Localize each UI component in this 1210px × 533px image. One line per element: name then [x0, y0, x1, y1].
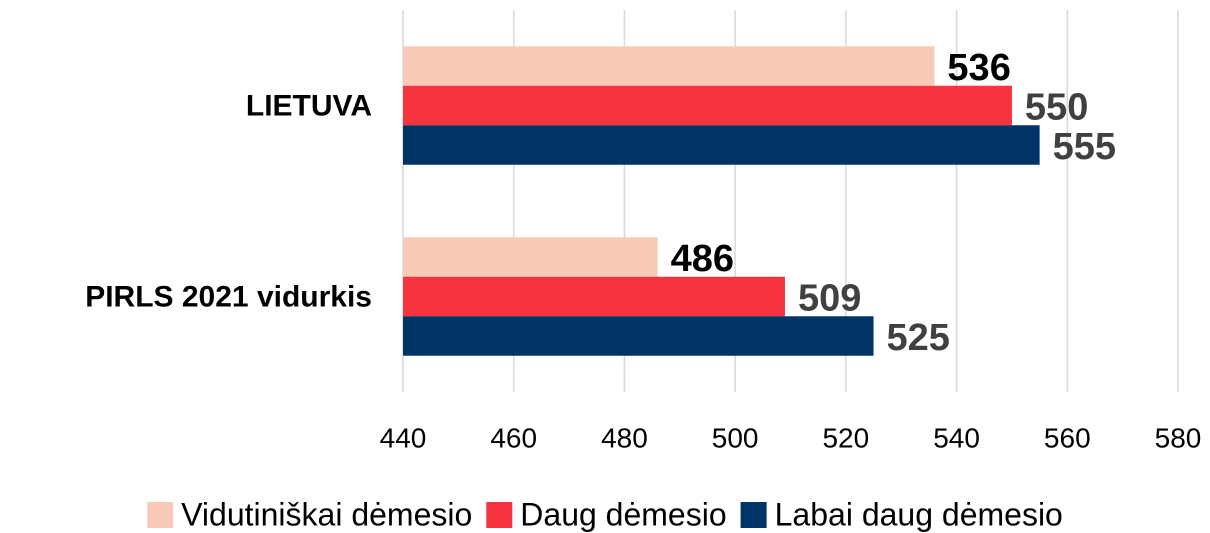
bar — [403, 237, 658, 277]
category-label: PIRLS 2021 vidurkis — [85, 280, 372, 313]
x-tick-label: 440 — [380, 422, 427, 453]
bar — [403, 85, 1012, 126]
value-label: 486 — [671, 238, 734, 280]
x-tick-label: 480 — [601, 422, 648, 453]
value-label: 555 — [1053, 126, 1116, 168]
bar — [403, 125, 1040, 165]
category-label: LIETUVA — [246, 89, 372, 122]
legend-label: Vidutiniškai dėmesio — [181, 496, 472, 532]
legend-label: Daug dėmesio — [520, 496, 726, 532]
value-label: 509 — [798, 278, 861, 320]
value-label: 550 — [1025, 87, 1088, 129]
value-label: 525 — [887, 317, 950, 359]
bar — [403, 46, 935, 86]
x-tick-label: 460 — [490, 422, 537, 453]
bar — [403, 276, 785, 317]
bar — [403, 316, 874, 356]
x-tick-label: 560 — [1044, 422, 1091, 453]
x-tick-label: 500 — [712, 422, 759, 453]
x-tick-label: 540 — [933, 422, 980, 453]
x-tick-label: 520 — [822, 422, 869, 453]
legend-label: Labai daug dėmesio — [775, 496, 1063, 532]
value-label: 536 — [947, 47, 1010, 89]
x-tick-label: 580 — [1155, 422, 1202, 453]
legend-swatch — [486, 502, 513, 528]
legend-swatch — [740, 502, 767, 528]
legend-swatch — [147, 502, 174, 528]
